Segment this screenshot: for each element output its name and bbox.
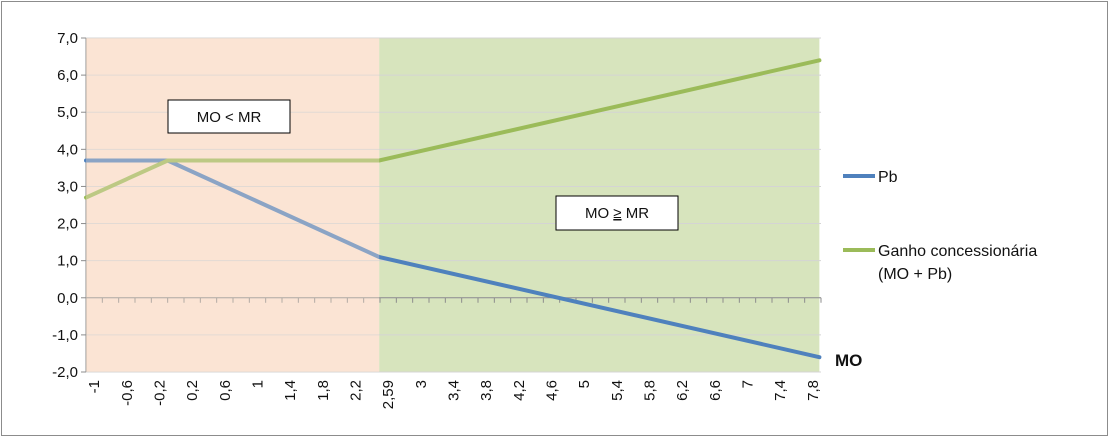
x-tick-label: 3 — [413, 380, 430, 388]
legend: Pb Ganho concessionária (MO + Pb) — [843, 169, 1037, 283]
region-label-box-right — [555, 195, 679, 231]
y-tick-label: 0,0 — [57, 290, 78, 307]
y-tick-label: 2,0 — [57, 216, 78, 233]
y-tick-label: 7,0 — [57, 30, 78, 47]
axes: 7,0 6,0 5,0 4,0 3,0 2,0 1,0 0,0 -1,0 -2,0 -1 -0,6 -0… — [52, 30, 822, 409]
x-tick-label: 1,8 — [315, 380, 332, 401]
x-tick-label: 2,2 — [348, 380, 365, 401]
legend-label-ganho-line2: (MO + Pb) — [878, 266, 952, 283]
region-label-right: MO ≥ MR — [585, 205, 649, 222]
x-tick-label: 7,4 — [772, 380, 789, 401]
series-line-1 — [84, 58, 822, 200]
x-tick-label: 7 — [740, 380, 757, 388]
x-tick-label: 6,2 — [674, 380, 691, 401]
x-tick-label: 4,2 — [511, 380, 528, 401]
x-tick-label: 4,6 — [544, 380, 561, 401]
x-tick-label: 5,4 — [609, 380, 626, 401]
x-tick-label: 6,6 — [707, 380, 724, 401]
x-tick-label: 7,8 — [805, 380, 822, 401]
x-tick-label: -0,2 — [152, 380, 169, 406]
x-tick-label: 5,8 — [642, 380, 659, 401]
x-tick-label: -1 — [86, 380, 103, 393]
gridlines — [86, 37, 821, 373]
x-tick-label: -0,6 — [119, 380, 136, 406]
x-tick-label: 5 — [576, 380, 593, 388]
region-0 — [86, 38, 380, 372]
series-line-0 — [84, 158, 822, 360]
x-tick-label: 1 — [250, 380, 267, 388]
y-tick-label: -2,0 — [52, 364, 78, 381]
x-tick-label: 0,6 — [217, 380, 234, 401]
y-tick-label: 5,0 — [57, 104, 78, 121]
region-label-box-left — [167, 99, 291, 134]
x-tick-label: 3,4 — [446, 380, 463, 401]
shaded-regions — [86, 38, 820, 372]
region-labels: MO < MR MO ≥ MR — [167, 99, 679, 231]
y-tick-label: 3,0 — [57, 178, 78, 195]
region-label-left: MO < MR — [197, 109, 262, 126]
y-tick-label: 6,0 — [57, 67, 78, 84]
x-axis-title: MO — [835, 351, 862, 370]
series-lines — [84, 38, 822, 372]
y-tick-label: 4,0 — [57, 141, 78, 158]
x-tick-label: 2,59 — [380, 380, 397, 409]
x-tick-label: 0,2 — [184, 380, 201, 401]
legend-label-pb: Pb — [878, 169, 898, 186]
x-tick-label: 1,4 — [282, 380, 299, 401]
region-overlay — [86, 38, 380, 372]
legend-label-ganho-line1: Ganho concessionária — [878, 243, 1037, 260]
x-tick-label: 3,8 — [478, 380, 495, 401]
y-tick-label: -1,0 — [52, 327, 78, 344]
y-tick-label: 1,0 — [57, 253, 78, 270]
